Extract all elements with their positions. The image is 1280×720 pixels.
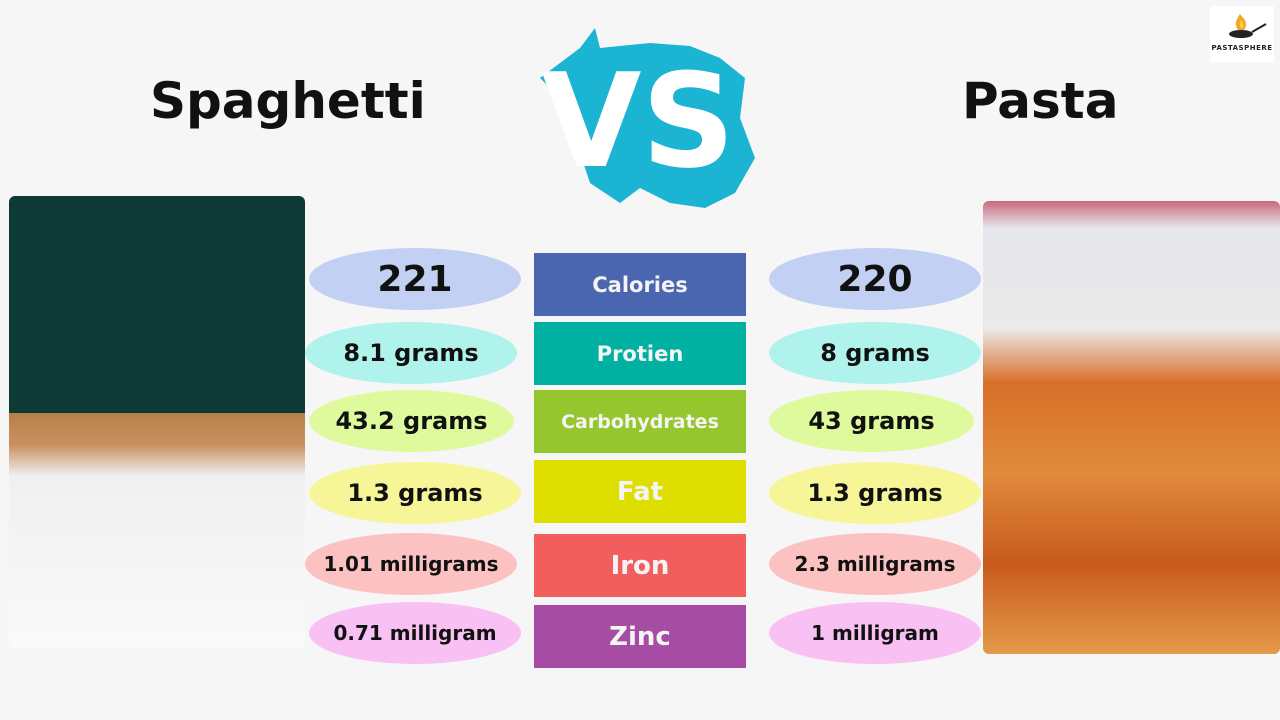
pasta-value-calories: 220 xyxy=(769,248,981,310)
spaghetti-value-zinc: 0.71 milligram xyxy=(309,602,521,664)
spaghetti-value-carbohydrates: 43.2 grams xyxy=(309,390,514,452)
spaghetti-photo xyxy=(9,196,305,648)
vs-text: VS xyxy=(541,45,735,197)
spaghetti-title: Spaghetti xyxy=(150,72,426,130)
pasta-value-fat: 1.3 grams xyxy=(769,462,981,524)
pasta-value-iron: 2.3 milligrams xyxy=(769,533,981,595)
vs-graphic: VS xyxy=(540,28,755,208)
nutrient-label-zinc: Zinc xyxy=(534,605,746,668)
spaghetti-value-protien: 8.1 grams xyxy=(305,322,517,384)
nutrient-label-calories: Calories xyxy=(534,253,746,316)
nutrient-label-carbohydrates: Carbohydrates xyxy=(534,390,746,453)
spaghetti-value-fat: 1.3 grams xyxy=(309,462,521,524)
pastasphere-logo: PASTASPHERE xyxy=(1210,6,1274,62)
spaghetti-value-calories: 221 xyxy=(309,248,521,310)
nutrient-label-protien: Protien xyxy=(534,322,746,385)
pasta-photo xyxy=(983,201,1280,654)
pasta-value-zinc: 1 milligram xyxy=(769,602,981,664)
pasta-value-carbohydrates: 43 grams xyxy=(769,390,974,452)
logo-text: PASTASPHERE xyxy=(1211,44,1273,52)
nutrient-label-iron: Iron xyxy=(534,534,746,597)
flaming-pan-icon xyxy=(1229,14,1267,38)
spaghetti-value-iron: 1.01 milligrams xyxy=(305,533,517,595)
pasta-value-protien: 8 grams xyxy=(769,322,981,384)
nutrient-label-fat: Fat xyxy=(534,460,746,523)
pasta-title: Pasta xyxy=(962,72,1119,130)
